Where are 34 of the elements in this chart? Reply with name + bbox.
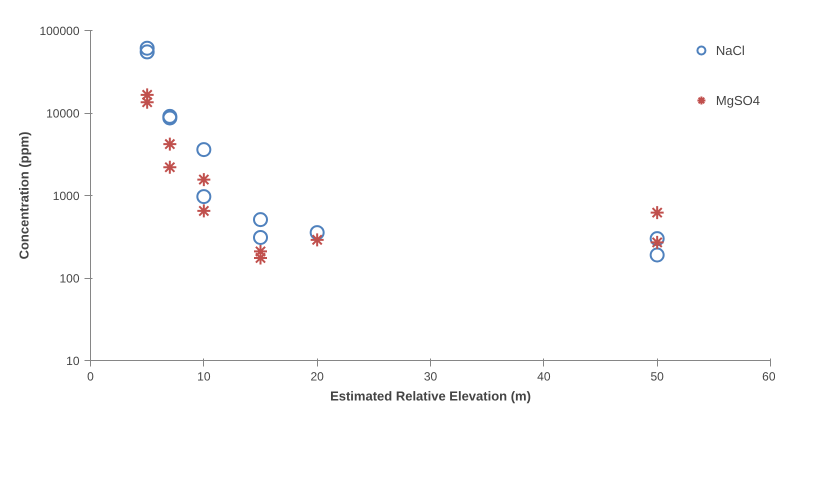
x-tick-label: 30 xyxy=(424,370,438,384)
point xyxy=(253,230,268,245)
point xyxy=(310,225,325,240)
x-tick-label: 40 xyxy=(537,370,551,384)
point xyxy=(253,212,268,228)
point xyxy=(253,244,268,259)
y-tick-label: 10 xyxy=(66,354,80,368)
y-tick-label: 100000 xyxy=(39,24,80,38)
x-tick-label: 50 xyxy=(650,370,664,384)
point xyxy=(196,189,212,204)
point xyxy=(650,234,665,250)
x-tick-label: 0 xyxy=(87,370,94,384)
y-tick-label: 100 xyxy=(59,272,80,286)
y-tick-label: 1000 xyxy=(52,189,80,203)
point xyxy=(650,231,665,246)
point xyxy=(162,160,178,175)
x-tick-label: 60 xyxy=(762,370,776,384)
x-axis-title: Estimated Relative Elevation (m) xyxy=(330,388,531,404)
y-axis-title: Concentration (ppm) xyxy=(16,132,32,260)
x-tick-label: 20 xyxy=(310,370,324,384)
y-tick-label: 10000 xyxy=(46,106,80,120)
point xyxy=(196,142,212,158)
point xyxy=(140,40,155,56)
point xyxy=(650,205,665,220)
legend-label: NaCl xyxy=(716,42,745,58)
point xyxy=(140,44,155,60)
point xyxy=(650,248,665,262)
x-tick-label: 10 xyxy=(197,370,211,384)
point xyxy=(140,87,155,102)
point xyxy=(162,136,178,152)
legend-label: MgSO4 xyxy=(716,92,760,108)
point xyxy=(310,232,325,248)
point xyxy=(196,172,212,188)
point xyxy=(196,203,212,218)
